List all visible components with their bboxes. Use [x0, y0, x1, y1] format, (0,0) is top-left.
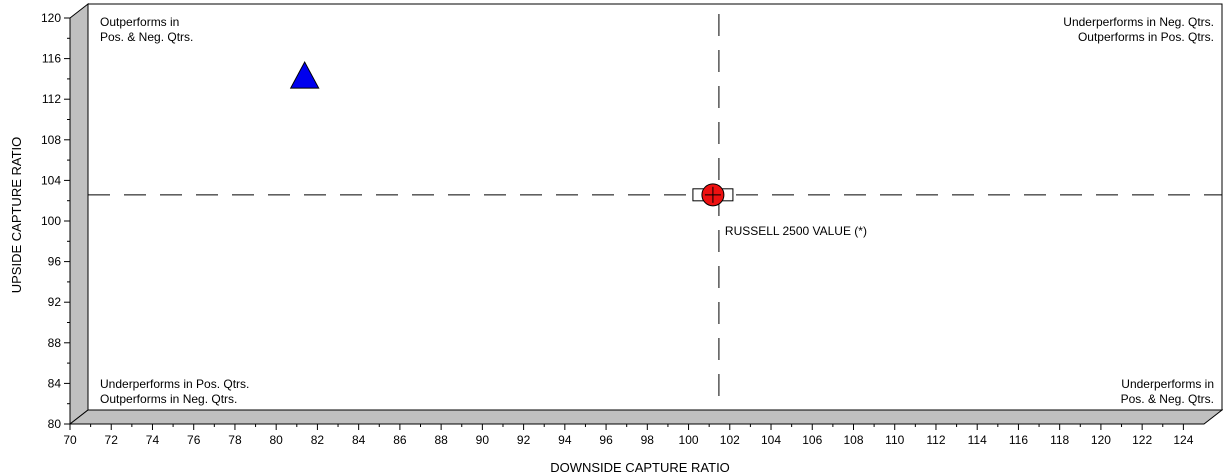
x-tick-label: 108: [843, 433, 863, 447]
x-tick-label: 96: [599, 433, 613, 447]
x-tick-label: 76: [187, 433, 201, 447]
y-tick-label: 100: [41, 214, 61, 228]
x-tick-label: 86: [393, 433, 407, 447]
x-tick-label: 114: [968, 433, 987, 447]
x-tick-label: 110: [885, 433, 904, 447]
y-tick-label: 104: [41, 173, 61, 187]
x-tick-label: 112: [926, 433, 945, 447]
y-tick-label: 96: [48, 255, 62, 269]
x-tick-label: 92: [517, 433, 531, 447]
y-tick-label: 116: [42, 52, 61, 66]
x-tick-label: 120: [1091, 433, 1111, 447]
x-tick-label: 122: [1132, 433, 1152, 447]
x-tick-label: 116: [1009, 433, 1028, 447]
x-axis-title: DOWNSIDE CAPTURE RATIO: [550, 460, 730, 475]
x-tick-label: 100: [679, 433, 699, 447]
y-tick-label: 112: [42, 92, 61, 106]
x-tick-label: 84: [352, 433, 366, 447]
quadrant-label-bottom-right-line2: Pos. & Neg. Qtrs.: [1121, 392, 1214, 406]
x-tick-label: 118: [1050, 433, 1069, 447]
x-tick-label: 82: [311, 433, 325, 447]
x-tick-label: 88: [434, 433, 448, 447]
x-tick-label: 74: [146, 433, 160, 447]
y-tick-label: 84: [48, 376, 62, 390]
quadrant-label-top-left-line2: Pos. & Neg. Qtrs.: [100, 30, 193, 44]
y-axis-title: UPSIDE CAPTURE RATIO: [9, 137, 24, 294]
quadrant-label-bottom-left-line2: Outperforms in Neg. Qtrs.: [100, 392, 237, 406]
x-tick-label: 78: [228, 433, 242, 447]
x-tick-label: 94: [558, 433, 572, 447]
y-tick-label: 108: [41, 133, 61, 147]
left-wall: [69, 2, 89, 426]
y-tick-label: 120: [41, 11, 61, 25]
x-tick-label: 72: [105, 433, 119, 447]
data-points: RUSSELL 2500 VALUE (*): [289, 61, 867, 238]
floor: [68, 409, 1223, 425]
x-tick-label: 106: [802, 433, 822, 447]
y-tick-label: 88: [48, 336, 62, 350]
y-tick-label: 92: [48, 295, 62, 309]
quadrant-label-bottom-right-line1: Underperforms in: [1121, 377, 1214, 391]
axes: 70 72 74 76 78 80 82 84 86 88 90 92 94 96 98 100 102 104 1…: [41, 11, 1194, 447]
quadrant-label-bottom-left-line1: Underperforms in Pos. Qtrs.: [100, 377, 249, 391]
data-point-triangle: [289, 61, 320, 89]
x-tick-label: 80: [270, 433, 284, 447]
x-tick-label: 70: [63, 433, 77, 447]
x-tick-label: 124: [1173, 433, 1193, 447]
x-tick-label: 98: [641, 433, 655, 447]
quadrant-label-top-right-line2: Outperforms in Pos. Qtrs.: [1078, 30, 1214, 44]
y-tick-label: 80: [48, 417, 62, 431]
reference-lines: [88, 14, 1222, 410]
benchmark-label: RUSSELL 2500 VALUE (*): [725, 224, 867, 238]
x-tick-label: 104: [761, 433, 781, 447]
quadrant-label-top-right-line1: Underperforms in Neg. Qtrs.: [1063, 15, 1214, 29]
x-tick-label: 90: [476, 433, 490, 447]
plot-area: [87, 3, 1223, 411]
quadrant-label-top-left-line1: Outperforms in: [100, 15, 179, 29]
x-tick-label: 102: [720, 433, 740, 447]
